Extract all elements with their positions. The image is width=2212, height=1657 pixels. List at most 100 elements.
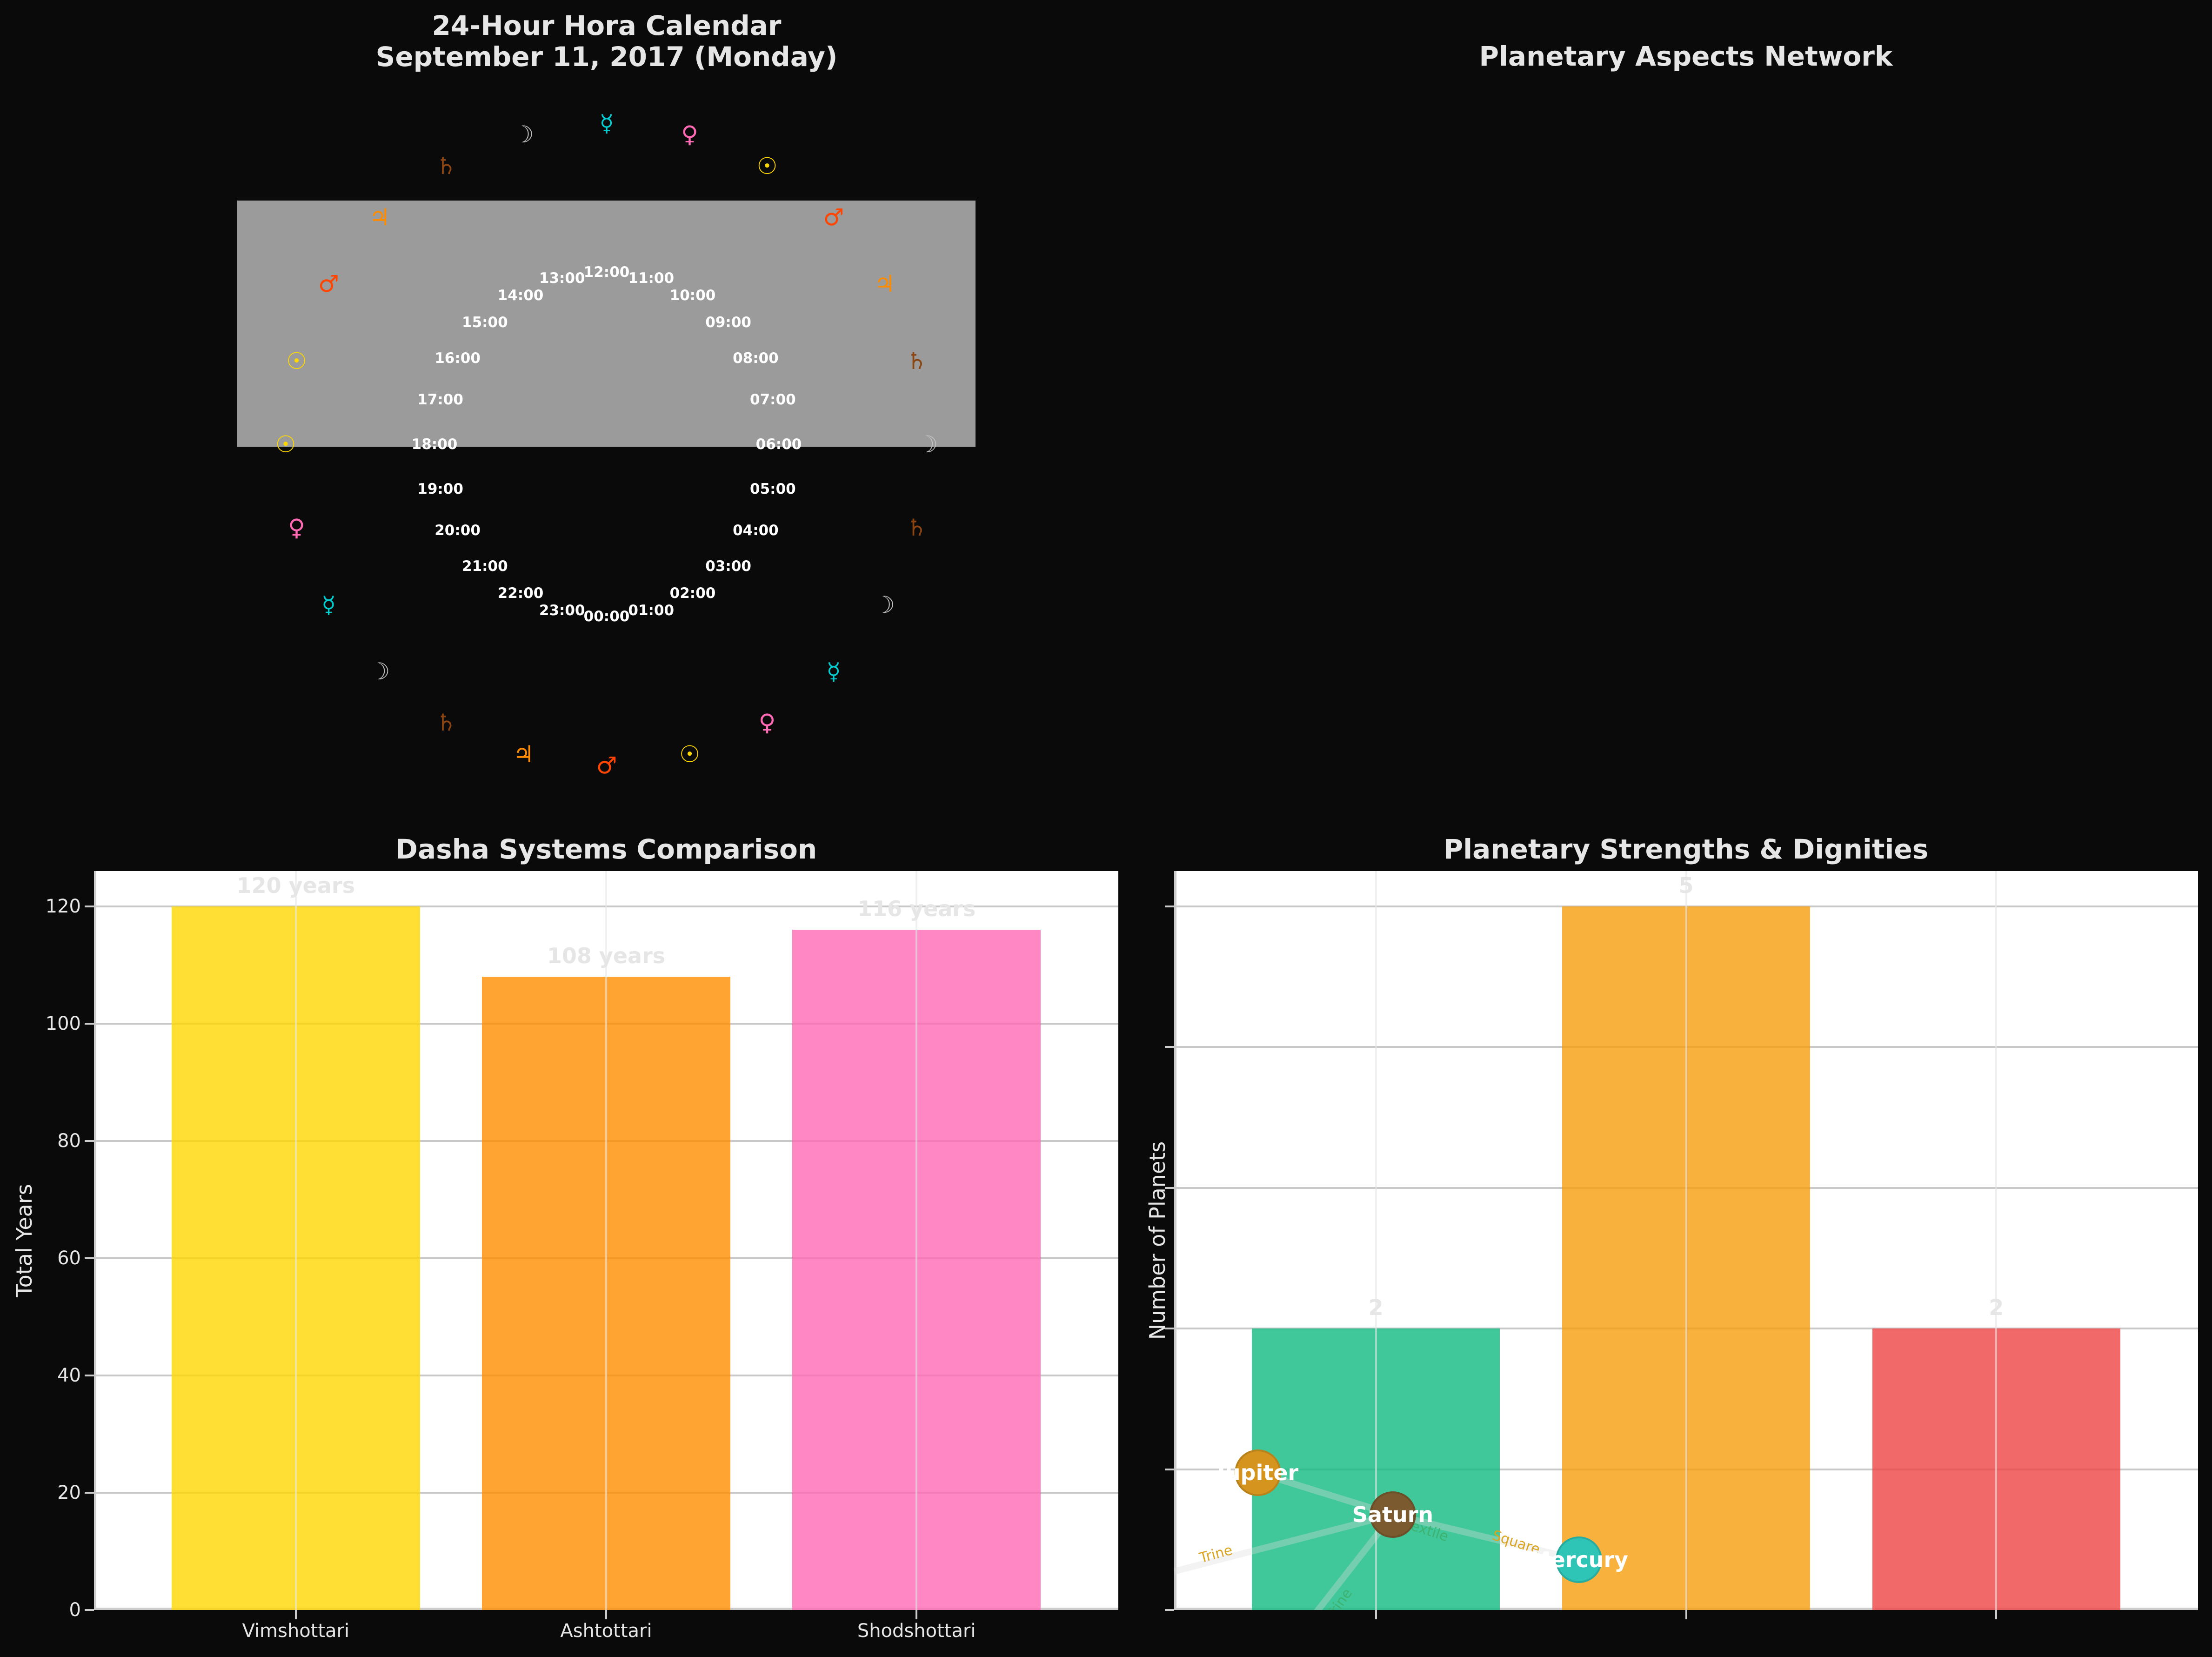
hora-wheel: 00:00 01:00 02:00 03:00 04:00 05:00 06:00 07:00… bbox=[0, 0, 1116, 828]
y-tick-mark bbox=[1165, 1468, 1174, 1470]
hour-label: 21:00 bbox=[462, 557, 508, 575]
mars-icon: ♂ bbox=[318, 270, 339, 297]
mercury-node[interactable] bbox=[1556, 1536, 1602, 1583]
y-tick-mark bbox=[85, 1022, 94, 1025]
mercury-node-label: Mercury bbox=[1529, 1547, 1629, 1572]
x-tick-mark bbox=[294, 1610, 297, 1619]
y-tick-label: 0 bbox=[69, 1599, 81, 1621]
jupiter-icon: ♃ bbox=[369, 204, 390, 231]
hour-label: 13:00 bbox=[539, 269, 585, 287]
y-tick-label: 40 bbox=[57, 1364, 81, 1386]
mercury-icon: ☿ bbox=[826, 657, 841, 685]
mars-icon: ♂ bbox=[823, 204, 844, 231]
strengths-chart-title: Planetary Strengths & Dignities bbox=[1443, 833, 1929, 865]
y-tick-mark bbox=[85, 1609, 94, 1611]
sun-icon: ☉ bbox=[286, 348, 307, 375]
dasha-y-spine bbox=[94, 871, 96, 1610]
mercury-icon: ☿ bbox=[321, 591, 336, 618]
hour-label: 03:00 bbox=[705, 557, 751, 575]
x-tick-mark bbox=[1685, 1610, 1687, 1619]
sun-icon: ☉ bbox=[756, 153, 778, 180]
hour-label: 23:00 bbox=[539, 602, 585, 619]
jupiter-icon: ♃ bbox=[513, 741, 534, 768]
y-tick-mark bbox=[85, 1257, 94, 1259]
dasha-y-axis-label: Total Years bbox=[12, 1184, 37, 1297]
strengths-y-spine bbox=[1174, 871, 1176, 1610]
hour-label: 06:00 bbox=[755, 436, 802, 453]
saturn-node[interactable] bbox=[1370, 1491, 1416, 1538]
saturn-icon: ♄ bbox=[435, 153, 457, 180]
venus-icon: ♀ bbox=[758, 709, 776, 736]
y-tick-mark bbox=[1165, 905, 1174, 907]
hour-label: 09:00 bbox=[705, 314, 751, 331]
y-tick-label: 60 bbox=[57, 1247, 81, 1269]
y-tick-label: 80 bbox=[57, 1130, 81, 1152]
x-tick-label: Ashtottari bbox=[560, 1620, 652, 1642]
saturn-node-label: Saturn bbox=[1352, 1502, 1434, 1527]
dasha-chart-title: Dasha Systems Comparison bbox=[395, 833, 817, 865]
hora-title-line2: September 11, 2017 (Monday) bbox=[375, 40, 838, 73]
hour-label: 10:00 bbox=[669, 287, 716, 304]
x-gridline bbox=[916, 871, 918, 1610]
hour-label: 02:00 bbox=[669, 585, 716, 602]
hour-label: 17:00 bbox=[417, 391, 463, 409]
y-tick-mark bbox=[85, 1374, 94, 1376]
strengths-y-axis-label: Number of Planets bbox=[1145, 1141, 1170, 1340]
x-tick-label: Vimshottari bbox=[242, 1620, 350, 1642]
hour-label: 07:00 bbox=[750, 391, 796, 409]
venus-icon: ♀ bbox=[681, 121, 698, 148]
saturn-icon: ♄ bbox=[435, 709, 457, 736]
y-tick-mark bbox=[1165, 1609, 1174, 1611]
hour-label: 18:00 bbox=[411, 436, 458, 453]
y-tick-mark bbox=[1165, 1187, 1174, 1189]
hora-title-line1: 24-Hour Hora Calendar bbox=[432, 10, 782, 41]
saturn-icon: ♄ bbox=[906, 348, 927, 375]
aspect-edges bbox=[1174, 1469, 1580, 1610]
hora-calendar-panel: 24-Hour Hora Calendar September 11, 2017… bbox=[0, 0, 1116, 828]
moon-icon: ☽ bbox=[917, 431, 938, 458]
hora-calendar-title: 24-Hour Hora Calendar September 11, 2017… bbox=[376, 10, 838, 72]
hour-label: 19:00 bbox=[417, 480, 463, 497]
x-tick-mark bbox=[1995, 1610, 1998, 1619]
hour-label: 08:00 bbox=[733, 350, 779, 367]
hour-label: 15:00 bbox=[462, 314, 508, 331]
hour-label: 14:00 bbox=[497, 287, 544, 304]
x-tick-mark bbox=[1375, 1610, 1377, 1619]
hour-label: 11:00 bbox=[628, 269, 675, 287]
hour-label: 04:00 bbox=[733, 522, 779, 539]
daytime-band bbox=[237, 201, 976, 447]
y-tick-label: 20 bbox=[57, 1482, 81, 1503]
moon-icon: ☽ bbox=[874, 591, 895, 618]
moon-icon: ☽ bbox=[369, 657, 390, 685]
x-gridline bbox=[1685, 871, 1687, 1610]
x-gridline bbox=[294, 871, 297, 1610]
hour-label: 12:00 bbox=[583, 264, 630, 281]
jupiter-icon: ♃ bbox=[874, 270, 895, 297]
y-tick-mark bbox=[1165, 1046, 1174, 1048]
x-tick-label: Shodshottari bbox=[857, 1620, 976, 1642]
jupiter-node[interactable] bbox=[1235, 1449, 1281, 1496]
dasha-plot-area: 120 years 108 years 116 years bbox=[94, 871, 1118, 1610]
moon-icon: ☽ bbox=[513, 121, 534, 148]
hour-label: 00:00 bbox=[583, 608, 630, 625]
hour-label: 22:00 bbox=[497, 585, 544, 602]
y-tick-label: 100 bbox=[45, 1013, 81, 1034]
aspects-network-panel: Planetary Aspects Network bbox=[1116, 0, 2212, 828]
y-tick-mark bbox=[85, 905, 94, 907]
saturn-icon: ♄ bbox=[906, 514, 927, 541]
hour-label: 05:00 bbox=[750, 480, 796, 497]
x-tick-mark bbox=[605, 1610, 607, 1619]
venus-icon: ♀ bbox=[288, 514, 305, 541]
x-gridline bbox=[1375, 871, 1377, 1610]
strengths-plot-area: 252TrineTrineSextileSquareJupiterSaturnM… bbox=[1174, 871, 2198, 1610]
jupiter-node-label: Jupiter bbox=[1217, 1460, 1299, 1485]
mars-icon: ♂ bbox=[596, 752, 617, 779]
y-tick-label: 120 bbox=[45, 895, 81, 917]
sun-icon: ☉ bbox=[275, 431, 296, 458]
aspects-network-title: Planetary Aspects Network bbox=[1479, 40, 1893, 72]
hour-label: 01:00 bbox=[628, 602, 675, 619]
hour-label: 20:00 bbox=[434, 522, 481, 539]
hour-label: 16:00 bbox=[434, 350, 481, 367]
x-gridline bbox=[1995, 871, 1998, 1610]
y-tick-mark bbox=[85, 1140, 94, 1142]
